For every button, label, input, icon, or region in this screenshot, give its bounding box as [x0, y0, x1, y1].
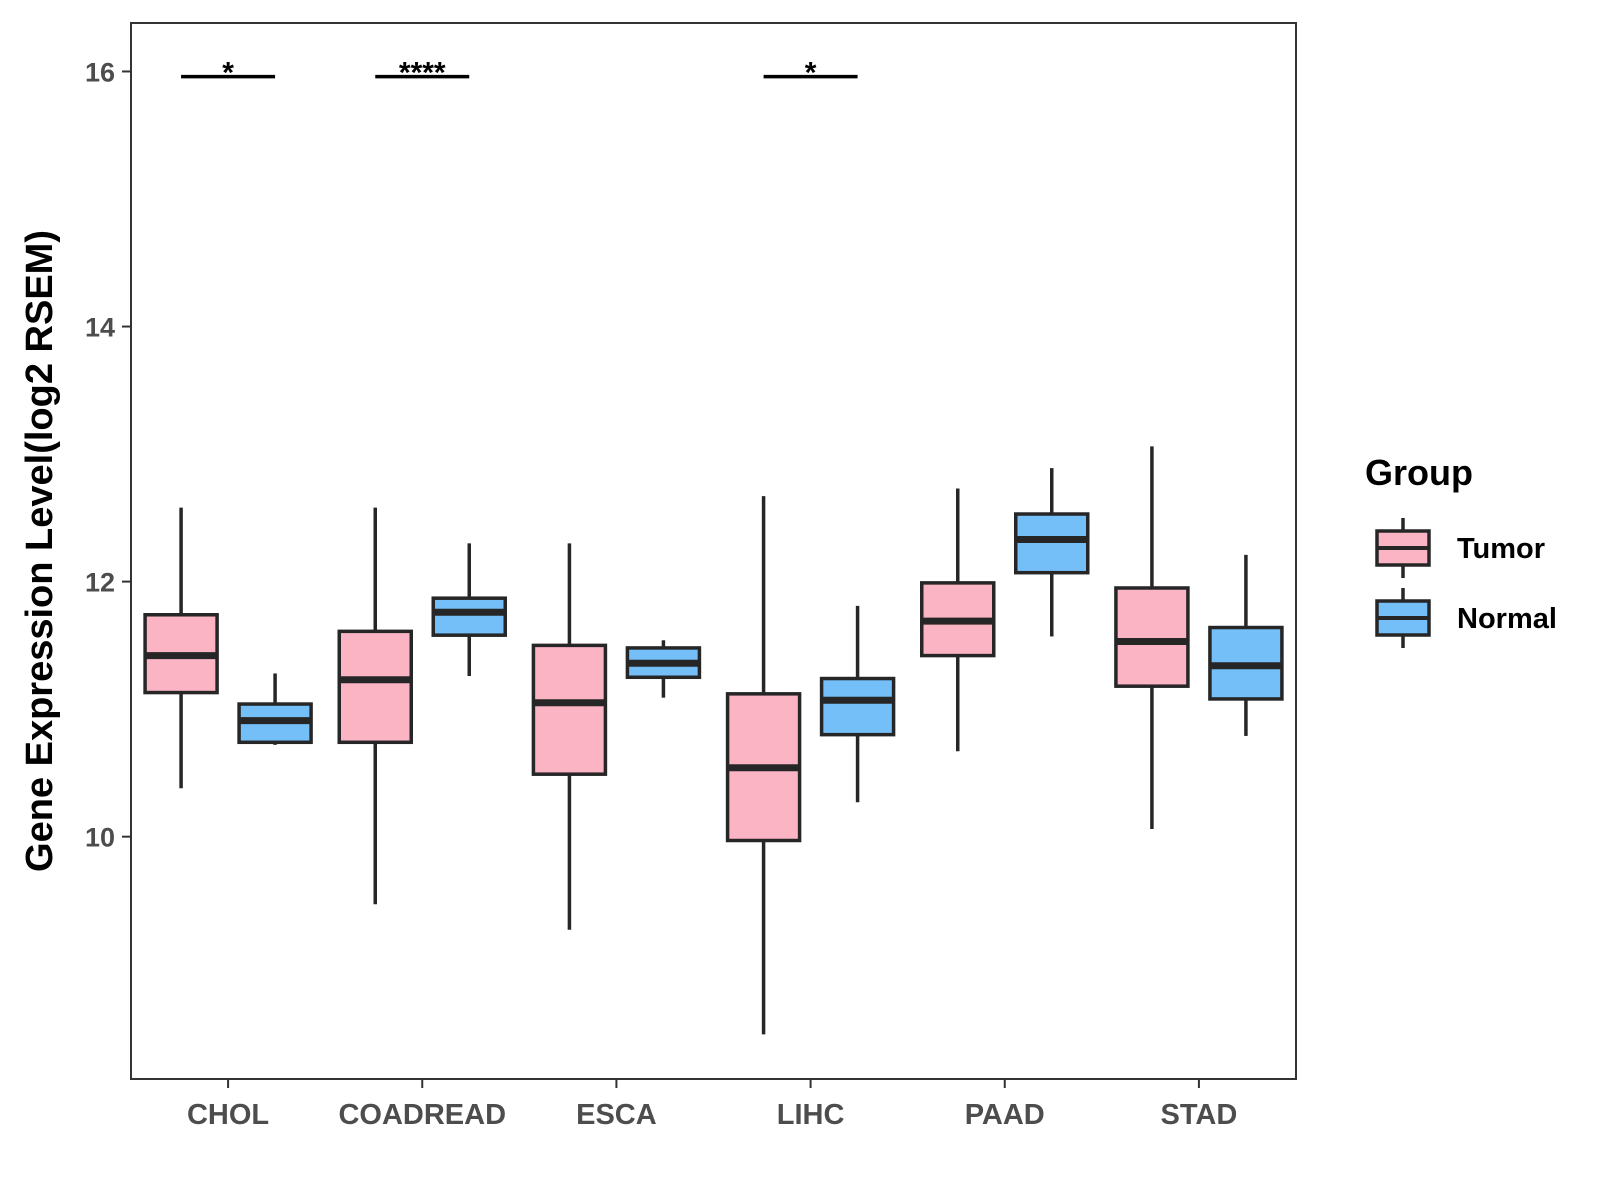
- x-tick-label: LIHC: [777, 1099, 845, 1131]
- legend-title: Group: [1365, 452, 1473, 493]
- x-tick-label: STAD: [1161, 1099, 1238, 1131]
- significance-annotations: * **** *: [181, 57, 858, 90]
- box-normal-paad: [1014, 468, 1090, 637]
- y-axis-title: Gene Expression Level(log2 RSEM): [19, 230, 61, 872]
- y-axis: 10 12 14 16: [85, 57, 131, 853]
- box-tumor-paad: [920, 488, 996, 752]
- legend-item-tumor: Tumor: [1375, 518, 1545, 578]
- x-axis: CHOL COADREAD ESCA LIHC PAAD STAD: [187, 1079, 1237, 1131]
- y-tick-label: 14: [85, 313, 115, 343]
- box-normal-chol: [237, 673, 313, 745]
- box-normal-lihc: [819, 605, 896, 803]
- y-tick-label: 10: [85, 823, 115, 853]
- box-iqr: [819, 676, 896, 737]
- y-tick-label: 16: [85, 57, 115, 87]
- legend-item-normal: Normal: [1375, 588, 1557, 648]
- significance-label: *: [222, 57, 234, 90]
- box-tumor-chol: [143, 507, 219, 789]
- box-tumor-esca: [531, 543, 608, 930]
- box-tumor-coadread: [337, 507, 413, 905]
- significance-label: *: [805, 57, 817, 90]
- x-tick-label: CHOL: [187, 1099, 269, 1131]
- box-iqr: [337, 629, 413, 745]
- box-tumor-stad: [1114, 446, 1190, 830]
- legend: Group Tumor Normal: [1365, 452, 1557, 648]
- box-tumor-lihc: [725, 496, 802, 1035]
- box-iqr: [531, 643, 608, 776]
- box-normal-coadread: [431, 543, 507, 676]
- box-series: [143, 446, 1284, 1035]
- x-tick-label: PAAD: [965, 1099, 1045, 1131]
- plot-panel-border: [130, 22, 1297, 1080]
- significance-label: ****: [399, 57, 446, 90]
- x-tick-label: COADREAD: [338, 1099, 506, 1131]
- legend-label: Tumor: [1457, 533, 1545, 565]
- box-normal-esca: [625, 640, 702, 698]
- y-tick-label: 12: [85, 568, 115, 598]
- box-normal-stad: [1208, 554, 1284, 736]
- box-iqr: [1114, 586, 1190, 688]
- legend-label: Normal: [1457, 603, 1557, 635]
- box-iqr: [431, 596, 507, 637]
- x-tick-label: ESCA: [576, 1099, 657, 1131]
- box-iqr: [1014, 512, 1090, 575]
